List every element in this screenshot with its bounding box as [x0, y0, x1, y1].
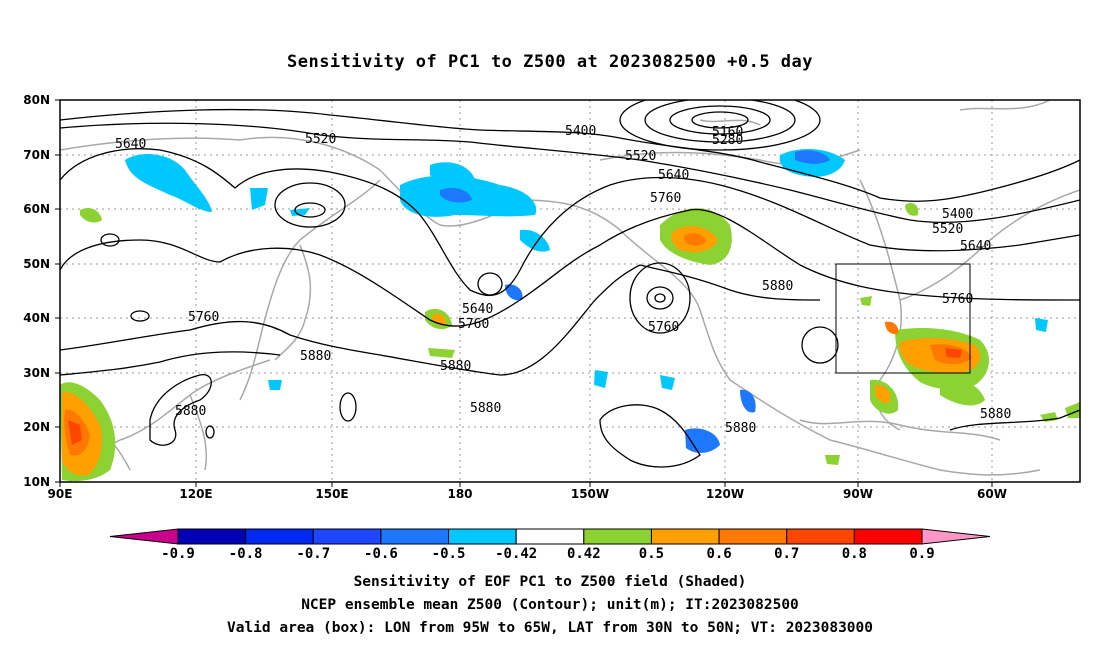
colorbar-min-arrow [109, 528, 179, 545]
tick-marks [55, 99, 993, 487]
colorbar-label: 0.7 [774, 546, 799, 562]
contour-label: 5880 [440, 359, 471, 374]
contour-label: 5640 [462, 302, 493, 317]
lon-label: 120E [179, 487, 212, 501]
footer-line-1: Sensitivity of EOF PC1 to Z500 field (Sh… [353, 574, 747, 590]
lon-label: 150E [315, 487, 348, 501]
colorbar-label: 0.5 [639, 546, 664, 562]
lat-labels: 80N 70N 60N 50N 40N 30N 20N 10N [23, 93, 50, 489]
colorbar-box [718, 528, 788, 545]
lat-label: 40N [23, 311, 50, 325]
lat-label: 50N [23, 257, 50, 271]
colorbar-box [515, 528, 585, 545]
colorbar-box [650, 528, 720, 545]
footer-line-2: NCEP ensemble mean Z500 (Contour); unit(… [301, 597, 799, 613]
colorbar-box [448, 528, 517, 545]
colorbar-box [177, 528, 247, 545]
contour-label: 5760 [188, 310, 219, 325]
contour-label: 5880 [175, 404, 206, 419]
plot-area [60, 100, 1080, 482]
colorbar-label: -0.8 [229, 546, 263, 562]
lat-label: 70N [23, 148, 50, 162]
contour-label: 5520 [305, 132, 336, 147]
contour-label: 5520 [932, 222, 963, 237]
contour-label: 5880 [762, 279, 793, 294]
contour-label: 5400 [942, 207, 973, 222]
lat-label: 60N [23, 202, 50, 216]
colorbar-box [245, 528, 314, 545]
lon-label: 120W [706, 487, 744, 501]
colorbar-box [786, 528, 855, 545]
contour-label: 5760 [648, 320, 679, 335]
lat-label: 10N [23, 475, 50, 489]
colorbar-label: 0.9 [909, 546, 934, 562]
colorbar-box [380, 528, 450, 545]
lon-label: 90W [843, 487, 873, 501]
colorbar-label: -0.7 [296, 546, 330, 562]
colorbar-box [312, 528, 382, 545]
gridlines [60, 100, 1080, 482]
shading [60, 148, 1080, 481]
contour-label: 5880 [725, 421, 756, 436]
contour-label: 5760 [458, 317, 489, 332]
valid-area-box [835, 263, 971, 374]
contour-label: 5400 [565, 124, 596, 139]
colorbar-label: 0.42 [567, 546, 601, 562]
footer-line-3: Valid area (box): LON from 95W to 65W, L… [226, 620, 873, 636]
lon-label: 150W [571, 487, 609, 501]
contour-label: 5640 [658, 168, 689, 183]
contour-label: 5880 [980, 407, 1011, 422]
lat-label: 80N [23, 93, 50, 107]
contour-label: 5880 [300, 349, 331, 364]
colorbar [109, 528, 991, 545]
contour-label: 5640 [115, 137, 146, 152]
colorbar-labels: -0.9 -0.8 -0.7 -0.6 -0.5 -0.42 0.42 0.5 … [161, 546, 935, 562]
contour-label: 5880 [470, 401, 501, 416]
colorbar-label: -0.5 [432, 546, 466, 562]
colorbar-label: 0.8 [842, 546, 867, 562]
chart-title: Sensitivity of PC1 to Z500 at 2023082500… [286, 52, 813, 72]
colorbar-label: -0.6 [364, 546, 398, 562]
contour-label: 5520 [625, 149, 656, 164]
contour-label: 5280 [712, 133, 743, 148]
colorbar-label: 0.6 [706, 546, 731, 562]
lon-labels: 90E 120E 150E 180 150W 120W 90W 60W [48, 487, 1007, 501]
lon-label: 180 [447, 487, 472, 501]
z500-contours [60, 100, 1080, 468]
plot-frame [59, 99, 1081, 483]
colorbar-box [853, 528, 923, 545]
lon-label: 90E [48, 487, 73, 501]
contour-label: 5640 [960, 239, 991, 254]
contour-labels: 5640 5520 5400 5160 5280 5520 5640 5760 … [115, 124, 1011, 436]
colorbar-label: -0.42 [495, 546, 537, 562]
lat-label: 30N [23, 366, 50, 380]
contour-label: 5760 [650, 191, 681, 206]
contour-label: 5160 [712, 125, 743, 140]
colorbar-label: -0.9 [161, 546, 195, 562]
colorbar-box [583, 528, 652, 545]
colorbar-max-arrow [921, 528, 991, 545]
lon-label: 60W [977, 487, 1007, 501]
lat-label: 20N [23, 420, 50, 434]
contour-label: 5760 [942, 292, 973, 307]
